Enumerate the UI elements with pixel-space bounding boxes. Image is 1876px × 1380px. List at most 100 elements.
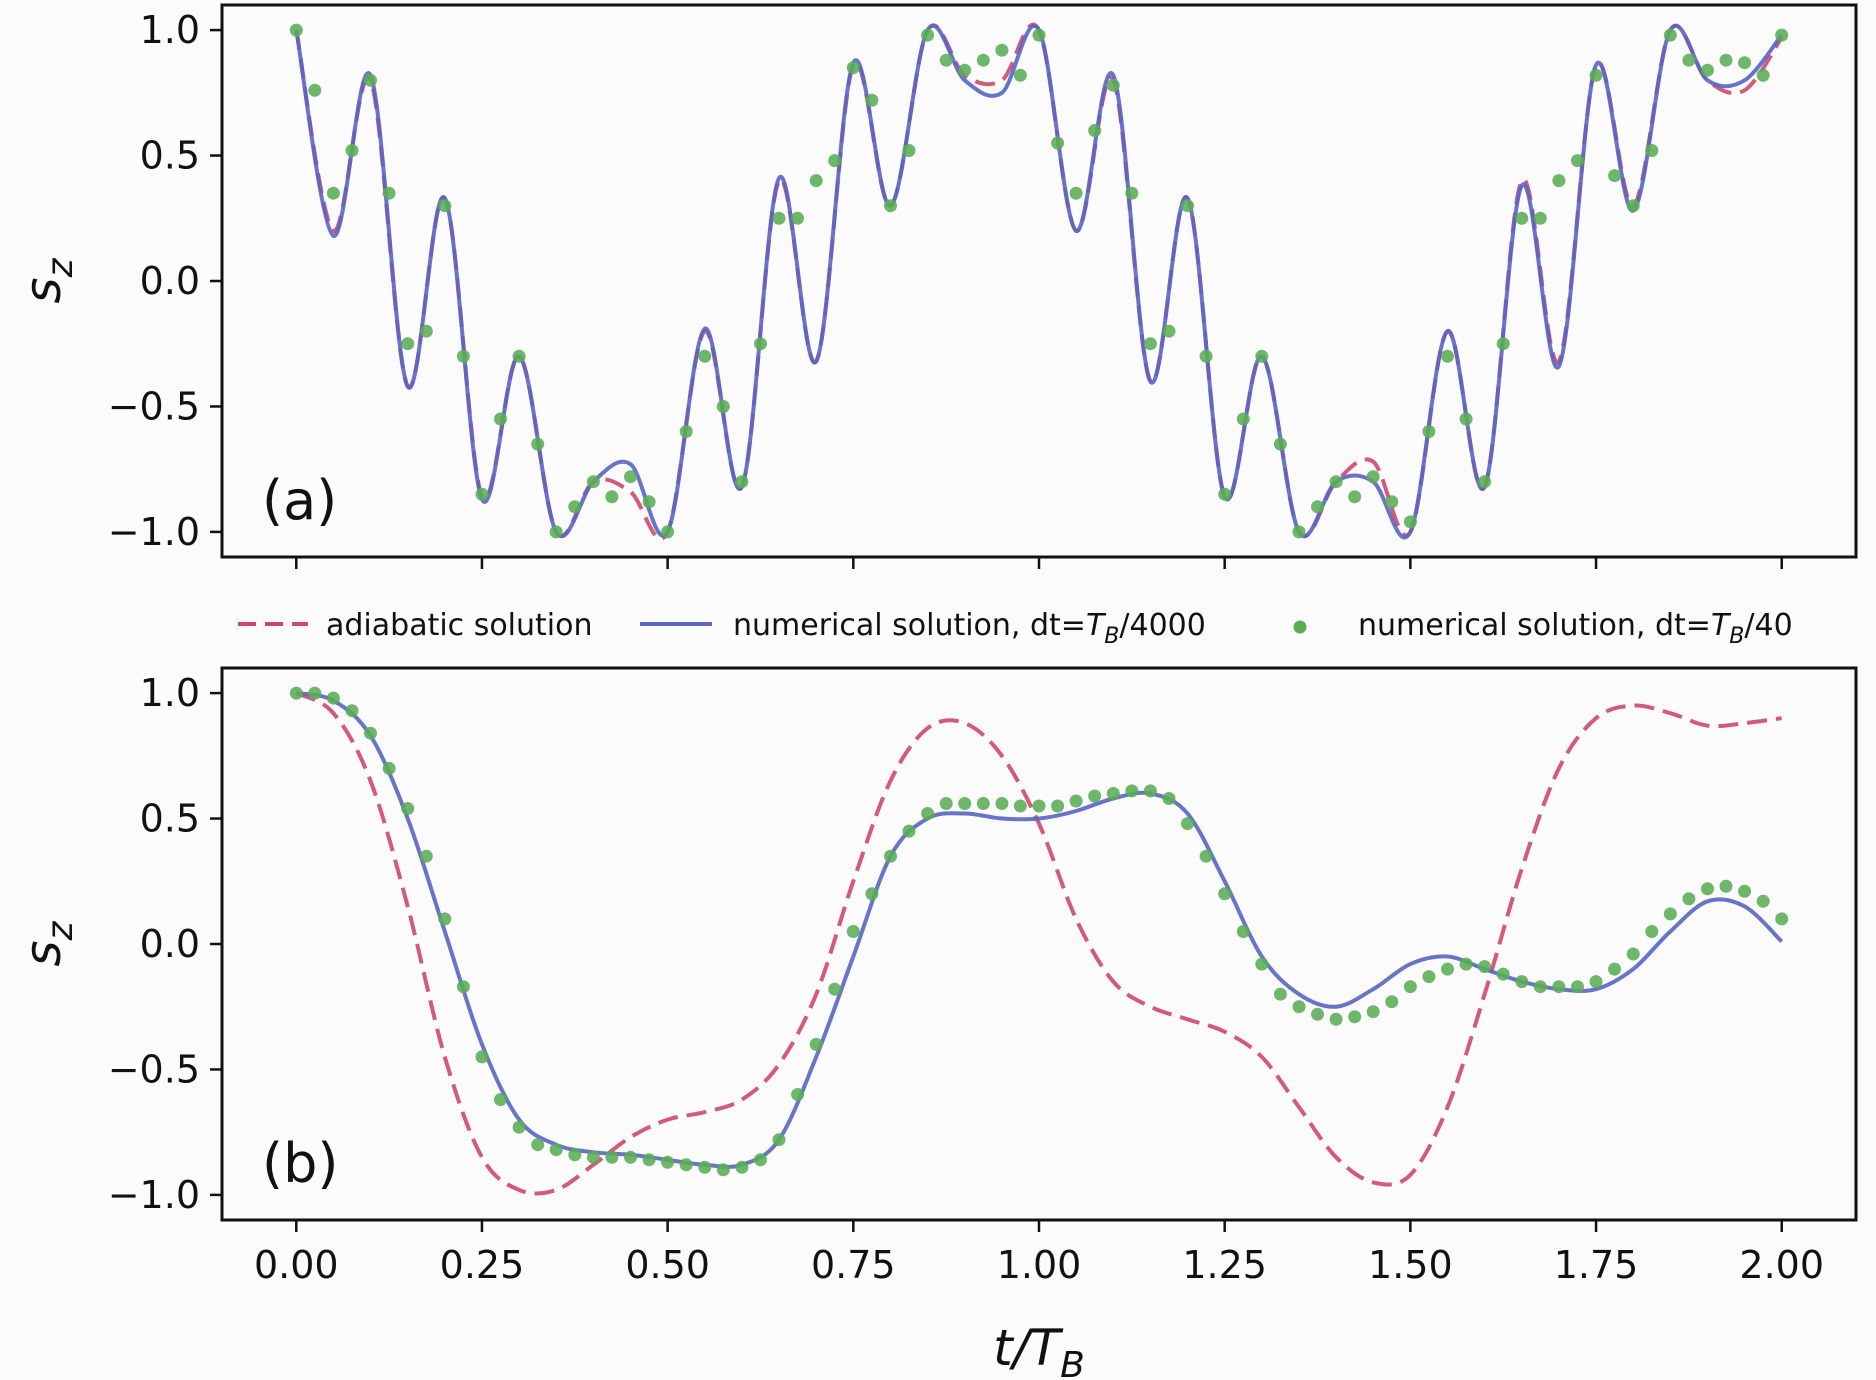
data-point	[512, 1120, 526, 1134]
data-point	[1181, 199, 1194, 213]
data-point	[1311, 500, 1324, 514]
data-point	[976, 53, 990, 67]
data-point	[549, 525, 563, 539]
data-point	[605, 490, 619, 504]
data-point	[1422, 425, 1436, 438]
data-point	[1199, 349, 1213, 363]
data-point	[494, 1093, 507, 1107]
data-point	[716, 400, 730, 413]
data-point	[1255, 957, 1269, 971]
data-point	[976, 797, 990, 810]
data-point	[1385, 995, 1399, 1009]
data-point	[624, 470, 637, 484]
data-point	[1626, 199, 1640, 213]
data-point	[1329, 1012, 1343, 1026]
data-point	[902, 144, 916, 157]
data-point	[1162, 792, 1176, 805]
data-point	[1236, 412, 1250, 426]
data-point	[1236, 925, 1250, 938]
data-point	[828, 982, 842, 996]
data-point	[531, 437, 545, 451]
data-point	[568, 1148, 582, 1162]
data-point	[1701, 882, 1714, 896]
data-point	[1181, 817, 1194, 831]
data-point	[1663, 907, 1677, 921]
data-point	[1273, 987, 1287, 1001]
data-point	[382, 761, 396, 775]
data-point	[1292, 1000, 1306, 1014]
data-point	[642, 495, 656, 509]
data-point	[1348, 1010, 1362, 1024]
data-point	[1366, 470, 1380, 484]
data-point	[1441, 962, 1454, 976]
y-tick-label: −0.5	[108, 384, 200, 428]
data-point	[549, 1143, 563, 1157]
data-point	[1608, 962, 1622, 976]
data-point	[586, 475, 600, 489]
data-point	[1645, 144, 1659, 157]
data-point	[1329, 475, 1343, 489]
data-point	[716, 1163, 730, 1177]
data-point	[698, 349, 712, 363]
y-tick-label: 0.0	[140, 922, 200, 966]
data-point	[1273, 437, 1287, 451]
data-point	[1478, 960, 1492, 974]
data-point	[512, 349, 526, 363]
data-point	[1162, 324, 1176, 338]
data-point	[438, 912, 452, 926]
data-point	[1719, 53, 1733, 67]
data-point	[1738, 884, 1752, 898]
data-point	[308, 83, 322, 97]
x-tick-label: 0.00	[254, 1243, 339, 1287]
y-tick-label: −1.0	[108, 510, 200, 554]
data-point	[568, 500, 582, 514]
data-point	[1478, 475, 1492, 489]
data-point	[1626, 947, 1640, 961]
data-point	[1682, 892, 1696, 906]
data-point	[364, 726, 377, 740]
data-point	[1069, 794, 1083, 808]
data-point	[1143, 337, 1157, 351]
x-tick-label: 1.50	[1368, 1243, 1453, 1287]
data-point	[772, 1133, 786, 1147]
data-point	[1292, 525, 1306, 539]
legend-label-fine: numerical solution, dt=TB/4000	[733, 608, 1206, 649]
data-point	[1366, 1005, 1380, 1019]
data-point	[401, 337, 415, 351]
data-point	[586, 1150, 600, 1164]
data-point	[364, 73, 377, 87]
data-point	[1125, 784, 1139, 798]
series-line-adiabatic	[295, 691, 1782, 1196]
legend-swatch-coarse	[1293, 620, 1307, 634]
x-ticks-a	[295, 557, 1783, 569]
data-point	[1403, 980, 1417, 994]
data-point	[382, 186, 396, 200]
data-point	[326, 186, 340, 200]
data-point	[939, 797, 953, 810]
data-point	[809, 174, 823, 188]
panel-b: 1.0 0.5 0.0 −0.5 −1.0 0.00 0.25 0.50 0.75 1.00 1.…	[14, 666, 1858, 1380]
data-point	[1311, 1007, 1324, 1021]
data-point	[1608, 169, 1622, 183]
data-point	[1533, 980, 1547, 994]
x-tick-label: 0.25	[440, 1243, 525, 1287]
data-point	[494, 412, 507, 426]
data-point	[1719, 879, 1733, 893]
y-ticks-a: 1.0 0.5 0.0 −0.5 −1.0	[108, 8, 222, 554]
data-point	[1013, 68, 1027, 82]
data-point	[846, 61, 860, 75]
data-point	[1589, 68, 1603, 82]
data-point	[1051, 136, 1065, 150]
data-point	[884, 199, 897, 213]
data-point	[289, 23, 303, 37]
x-ticks-b: 0.00 0.25 0.50 0.75 1.00 1.25 1.50 1.75 2.00	[254, 1220, 1824, 1287]
data-point	[1645, 925, 1659, 938]
data-point	[939, 53, 953, 67]
data-point	[846, 925, 860, 938]
data-point	[1589, 975, 1603, 989]
data-point	[605, 1150, 619, 1164]
data-point	[308, 686, 322, 700]
data-point	[995, 797, 1009, 810]
data-point	[1701, 63, 1714, 77]
data-point	[438, 199, 452, 213]
